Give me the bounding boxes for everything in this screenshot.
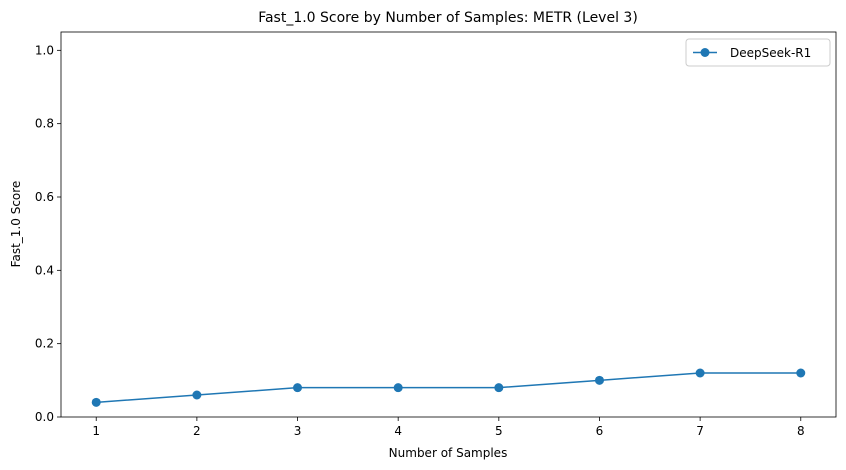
plot-frame bbox=[60, 31, 837, 418]
y-tick-label: 0.2 bbox=[35, 337, 54, 351]
x-axis-ticks: 1 2 3 4 5 6 7 8 bbox=[92, 417, 805, 438]
y-tick-label: 0.0 bbox=[35, 410, 54, 424]
series-line bbox=[96, 372, 801, 404]
data-point bbox=[494, 383, 504, 393]
y-tick-label: 1.0 bbox=[35, 43, 54, 57]
y-tick-label: 0.8 bbox=[35, 117, 54, 131]
x-tick-label: 8 bbox=[797, 424, 805, 438]
data-point bbox=[695, 368, 705, 378]
x-tick-label: 2 bbox=[193, 424, 201, 438]
x-tick-label: 4 bbox=[394, 424, 402, 438]
y-axis-ticks: 0.0 0.2 0.4 0.6 0.8 1.0 bbox=[35, 43, 61, 424]
series-layer bbox=[91, 368, 806, 407]
x-tick-label: 5 bbox=[495, 424, 503, 438]
data-point bbox=[796, 368, 806, 378]
data-point bbox=[192, 390, 202, 400]
chart-title: Fast_1.0 Score by Number of Samples: MET… bbox=[258, 10, 638, 26]
legend: DeepSeek-R1 bbox=[685, 38, 831, 67]
y-tick-label: 0.6 bbox=[35, 190, 54, 204]
data-point bbox=[91, 397, 101, 407]
x-tick-label: 7 bbox=[696, 424, 704, 438]
y-tick-label: 0.4 bbox=[35, 263, 54, 277]
x-tick-label: 6 bbox=[596, 424, 604, 438]
y-axis-label: Fast_1.0 Score bbox=[9, 181, 23, 268]
legend-box bbox=[685, 38, 831, 67]
data-point bbox=[594, 375, 604, 385]
x-axis-label: Number of Samples bbox=[389, 446, 508, 460]
x-tick-label: 1 bbox=[92, 424, 100, 438]
x-tick-label: 3 bbox=[294, 424, 302, 438]
plot-area: 1 2 3 4 5 6 7 8 0.0 0.2 0.4 0.6 0.8 1.0 bbox=[35, 31, 837, 438]
legend-series-marker bbox=[700, 48, 710, 57]
data-point bbox=[293, 383, 303, 393]
data-point bbox=[393, 383, 403, 393]
legend-series-label: DeepSeek-R1 bbox=[730, 46, 811, 60]
